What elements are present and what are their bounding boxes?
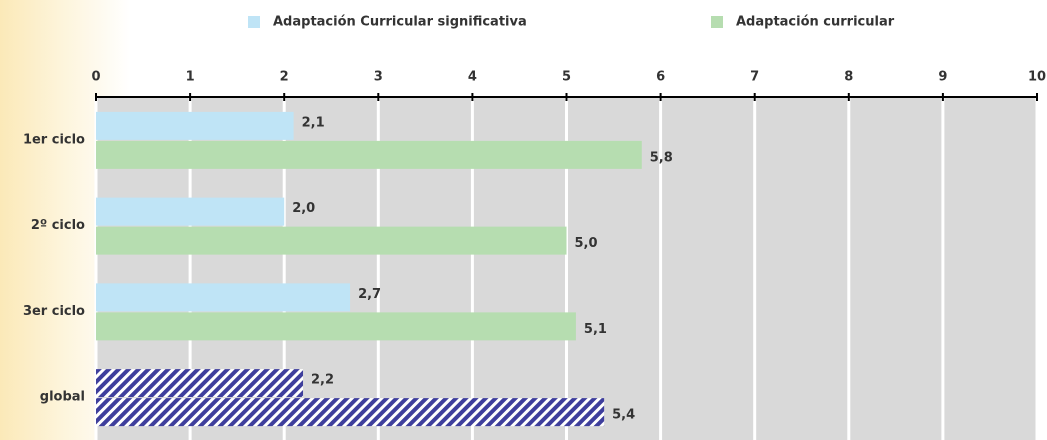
x-tick-label: 6 [656,70,665,85]
legend-swatch [248,16,260,28]
y-tick-label: 3er ciclo [23,304,85,319]
bar [96,283,351,312]
x-tick-label: 10 [1028,70,1046,85]
x-tick-label: 9 [938,70,947,85]
x-tick-label: 7 [750,70,759,85]
bar [96,111,294,140]
x-tick-label: 5 [562,70,571,85]
bar [96,140,642,169]
bar [96,226,567,255]
value-label: 5,4 [612,408,635,423]
x-tick-label: 3 [374,70,383,85]
value-label: 2,2 [311,373,334,388]
value-label: 5,0 [575,236,598,251]
x-tick-label: 8 [844,70,853,85]
bar [96,312,576,341]
bar [96,398,605,427]
value-label: 2,1 [302,115,325,130]
bar [96,197,285,226]
y-tick-label: 2º ciclo [31,218,85,233]
value-label: 2,7 [358,287,381,302]
y-tick-label: global [40,390,85,405]
x-tick-label: 1 [186,70,195,85]
bar [96,369,304,398]
x-tick-label: 4 [468,70,477,85]
legend-label: Adaptación Curricular significativa [273,15,527,30]
x-tick-label: 2 [280,70,289,85]
x-tick-label: 0 [91,70,100,85]
y-tick-label: 1er ciclo [23,132,85,147]
legend-label: Adaptación curricular [736,15,895,30]
value-label: 5,1 [584,322,607,337]
legend-swatch [711,16,723,28]
value-label: 5,8 [650,150,673,165]
value-label: 2,0 [292,201,315,216]
